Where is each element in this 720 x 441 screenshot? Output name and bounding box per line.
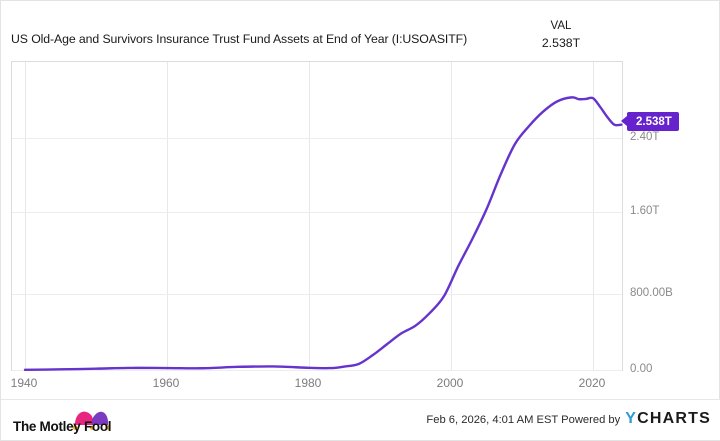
legend-column-header: VAL: [550, 20, 572, 32]
chart-header: US Old-Age and Survivors Insurance Trust…: [1, 1, 720, 59]
legend-block: VAL 2.538T: [521, 19, 601, 51]
x-tick-label-1940: 1940: [10, 376, 38, 390]
chart-footer: The Motley Fool Feb 6, 2026, 4:01 AM EST…: [1, 399, 720, 440]
footer-attribution: Feb 6, 2026, 4:01 AM EST Powered by YCHA…: [426, 411, 711, 427]
x-tick-label-1960: 1960: [152, 376, 180, 390]
x-tick-label-1980: 1980: [294, 376, 322, 390]
gridline-horizontal-800b: [12, 294, 622, 295]
ycharts-logo-y: Y: [625, 410, 638, 427]
gridline-vertical-2020: [593, 62, 594, 370]
footer-timestamp: Feb 6, 2026, 4:01 AM EST Powered by: [426, 414, 621, 426]
gridline-horizontal-2400b: [12, 138, 622, 139]
motley-fool-wordmark: The Motley Fool: [13, 419, 112, 434]
ycharts-logo-text: CHARTS: [637, 410, 711, 427]
jester-hat-icon: [72, 411, 111, 430]
ycharts-logo: YCHARTS: [625, 411, 711, 427]
last-value-flag: 2.538T: [621, 112, 679, 131]
x-tick-label-2000: 2000: [436, 376, 464, 390]
y-tick-label-0: 0.00: [630, 363, 653, 375]
plot-area[interactable]: [11, 61, 623, 372]
gridline-vertical-1960: [167, 62, 168, 370]
gridline-horizontal-1600b: [12, 212, 622, 213]
motley-fool-logo: The Motley Fool: [13, 406, 125, 436]
gridline-vertical-2000: [451, 62, 452, 370]
legend-current-value: 2.538T: [541, 36, 581, 50]
gridline-vertical-1980: [309, 62, 310, 370]
page-title: US Old-Age and Survivors Insurance Trust…: [11, 32, 468, 46]
y-tick-label-2400b: 2.40T: [630, 131, 660, 143]
y-tick-label-800b: 800.00B: [630, 287, 673, 299]
series-line-val: [23, 96, 623, 372]
y-tick-label-1600b: 1.60T: [630, 205, 660, 217]
x-tick-label-2020: 2020: [578, 376, 606, 390]
gridline-horizontal-0: [12, 370, 622, 371]
gridline-vertical-1940: [25, 62, 26, 370]
